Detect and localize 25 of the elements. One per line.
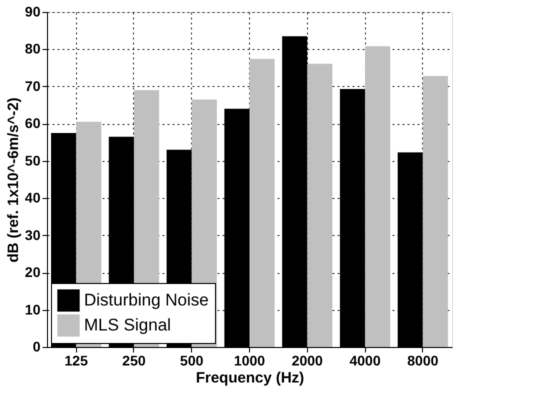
x-tick-label: 4000 <box>349 352 381 368</box>
y-tick-label: 90 <box>24 4 41 20</box>
x-tick-label: 500 <box>180 352 204 368</box>
x-tick-label: 8000 <box>407 352 439 368</box>
legend-label: Disturbing Noise <box>84 290 209 310</box>
y-axis-title: dB (ref. 1x10^-6m/s^-2) <box>4 97 22 263</box>
y-tick-label: 50 <box>24 152 41 168</box>
y-tick-label: 80 <box>24 40 41 57</box>
y-tick-label: 10 <box>24 301 41 318</box>
y-tick-label: 20 <box>24 264 41 280</box>
x-tick-label: 1000 <box>234 352 266 368</box>
y-tick-label: 60 <box>24 115 41 132</box>
x-tick-label: 250 <box>122 352 146 368</box>
y-tick-label: 30 <box>24 226 41 243</box>
y-tick-label: 40 <box>24 190 41 206</box>
bar <box>250 58 275 347</box>
x-tick-label: 2000 <box>292 352 324 368</box>
y-tick-label: 70 <box>24 78 41 94</box>
x-tick-label: 125 <box>64 352 88 368</box>
x-axis-title: Frequency (Hz) <box>196 370 304 386</box>
y-tick-label: 0 <box>32 338 41 354</box>
bar <box>307 64 332 347</box>
bar <box>422 76 448 347</box>
legend-label: MLS Signal <box>84 316 171 334</box>
bar <box>365 46 390 347</box>
